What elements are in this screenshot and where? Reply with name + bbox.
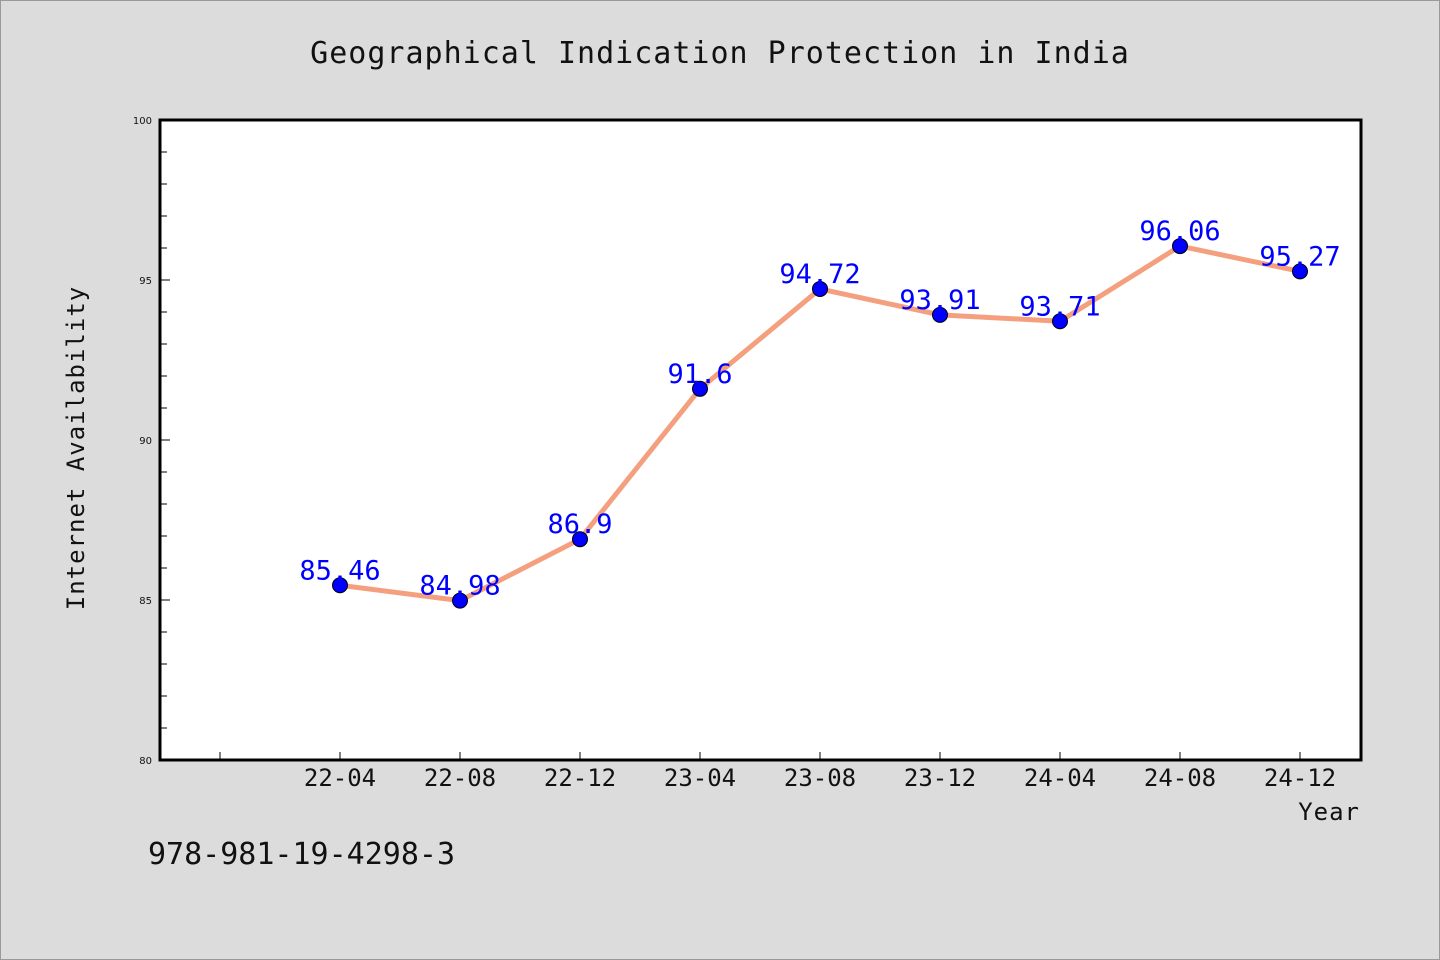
- data-label: 91.6: [667, 359, 732, 390]
- y-tick-label: 95: [139, 276, 152, 287]
- x-tick-label: 23-12: [904, 764, 976, 792]
- data-label: 93.91: [899, 285, 980, 316]
- y-tick-label: 100: [133, 116, 152, 127]
- x-tick-label: 23-08: [784, 764, 856, 792]
- data-point: [1292, 263, 1308, 280]
- y-axis: 80 85 90 95 100: [133, 116, 170, 767]
- y-axis-label: Internet Availability: [62, 286, 90, 610]
- data-point: [932, 306, 948, 323]
- chart-title: Geographical Indication Protection in In…: [310, 36, 1130, 71]
- x-tick-label: 24-08: [1144, 764, 1216, 792]
- x-tick-label: 22-04: [304, 764, 376, 792]
- data-label: 94.72: [779, 259, 860, 290]
- data-point: [452, 592, 468, 609]
- data-point: [332, 577, 348, 594]
- data-label: 86.9: [547, 509, 612, 540]
- x-tick-label: 22-12: [544, 764, 616, 792]
- data-point: [1172, 238, 1188, 255]
- x-tick-label: 22-08: [424, 764, 496, 792]
- data-point: [572, 531, 588, 548]
- data-label: 95.27: [1259, 241, 1340, 272]
- data-label: 93.71: [1019, 291, 1100, 322]
- y-tick-label: 85: [139, 596, 152, 607]
- x-tick-label: 24-04: [1024, 764, 1096, 792]
- x-axis-label: Year: [1298, 798, 1360, 826]
- data-point: [812, 280, 828, 297]
- data-label: 85.46: [299, 555, 380, 586]
- data-labels: 85.46 84.98 86.9 91.6 94.72 93.91 93.71 96.06 95…: [299, 216, 1340, 602]
- x-tick-label: 24-12: [1264, 764, 1336, 792]
- plot-area: [158, 118, 1363, 762]
- data-point: [692, 380, 708, 397]
- data-point: [1052, 313, 1068, 330]
- x-tick-label: 23-04: [664, 764, 736, 792]
- y-tick-label: 90: [139, 436, 152, 447]
- data-label: 96.06: [1139, 216, 1220, 247]
- data-markers: [332, 238, 1308, 609]
- x-axis: 22-04 22-08 22-12 23-04 23-08 23-12 24-04 24-08…: [219, 752, 1336, 792]
- data-label: 84.98: [419, 571, 500, 602]
- y-tick-label: 80: [139, 756, 152, 767]
- isbn-footer: 978-981-19-4298-3: [148, 837, 455, 872]
